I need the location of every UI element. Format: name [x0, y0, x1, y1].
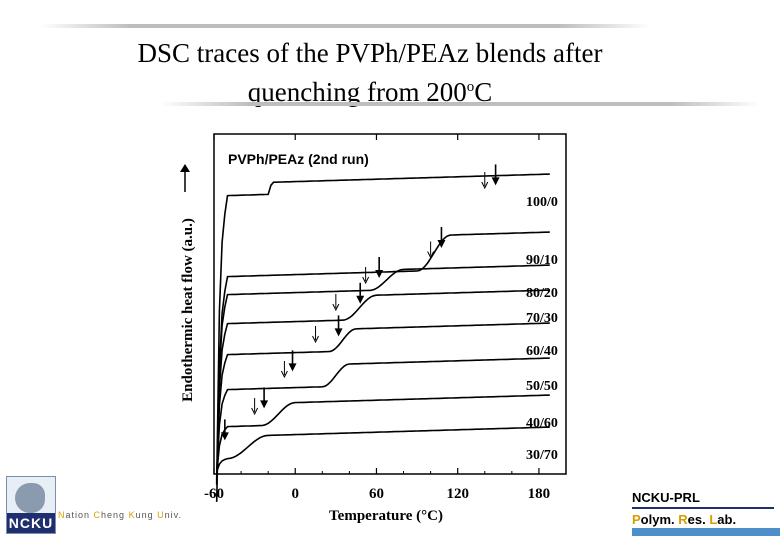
tg-arrow-head: [437, 240, 446, 248]
inner-chart-title: PVPh/PEAz (2nd run): [228, 151, 369, 167]
plot-frame: [213, 133, 567, 475]
title-bottom-rule: [160, 102, 760, 106]
tg-arrow-head: [334, 328, 343, 337]
x-tick-label: 0: [291, 486, 299, 502]
univ-part: ung: [135, 510, 158, 520]
lab-name: NCKU-PRL: [632, 490, 700, 505]
series-label: 80/20: [526, 286, 558, 301]
x-axis-label: Temperature (°C): [329, 508, 443, 524]
curve-60-40: [215, 322, 550, 480]
univ-part: niv.: [164, 510, 182, 520]
series-label: 90/10: [526, 253, 558, 268]
slide-title-line2-post: C: [474, 77, 493, 107]
university-name: Nation Cheng Kung Univ.: [58, 510, 182, 520]
series-label: 70/30: [526, 311, 558, 326]
logo-text: NCKU: [7, 513, 55, 533]
tg-arrow-head: [220, 432, 229, 441]
lab-part: olym.: [640, 512, 679, 527]
onset-arrow-head: [312, 335, 319, 344]
curve-90-10: [215, 231, 550, 502]
onset-arrow-head: [427, 251, 435, 259]
ncku-footer: NCKU Nation Cheng Kung Univ.: [6, 476, 206, 536]
series-label: 40/60: [526, 416, 558, 431]
univ-part: C: [93, 510, 102, 520]
lab-part: ab.: [717, 512, 737, 527]
title-top-rule: [40, 24, 650, 28]
univ-part: heng: [101, 510, 129, 520]
tg-arrow-head: [260, 400, 269, 409]
series-label: 100/0: [526, 195, 558, 210]
tg-arrow-head: [375, 270, 384, 278]
lab-part: L: [709, 512, 718, 527]
series-label: 30/70: [526, 448, 558, 463]
footer-accent-bar: [632, 528, 780, 536]
x-tick-label: 120: [446, 486, 469, 502]
curve-100-0: [215, 173, 550, 482]
curve-30-70: [215, 426, 550, 473]
chart-axes: -60 0 60 120 180 Temperature (°C) Endothermic …: [180, 133, 567, 524]
series-label: 60/40: [526, 344, 558, 359]
onset-arrow-head: [362, 276, 370, 285]
lab-full-name: Polym. Res. Lab.: [632, 512, 736, 527]
x-tick-label: -60: [204, 486, 224, 502]
lab-part: P: [632, 512, 641, 527]
onset-arrow-head: [481, 181, 489, 190]
univ-part: U: [157, 510, 165, 520]
curve-80-20: [215, 264, 550, 484]
slide-title-line1: DSC traces of the PVPh/PEAz blends after: [137, 38, 603, 68]
logo-emblem-icon: [15, 483, 45, 513]
univ-part: ation: [65, 510, 94, 520]
lab-underline: [632, 507, 774, 509]
curve-40-60: [215, 394, 550, 474]
series-label: 50/50: [526, 379, 558, 394]
tg-arrow-head: [356, 295, 365, 304]
x-tick-label: 60: [369, 486, 384, 502]
onset-arrow-head: [251, 407, 259, 416]
y-axis-label: Endothermic heat flow (a.u.): [180, 218, 196, 402]
tg-arrow-head: [288, 363, 297, 372]
x-tick-label: 180: [528, 486, 551, 502]
onset-arrow-head: [332, 303, 340, 312]
onset-arrow-head: [280, 370, 288, 379]
curve-50-50: [215, 357, 550, 477]
y-arrow-head: [180, 164, 190, 172]
slide-title-degree: o: [466, 79, 475, 95]
univ-part: N: [58, 510, 66, 520]
tg-arrow-head: [491, 177, 500, 186]
chart-marks: 100/0 90/10 80/20 70/30 60/40 50/50 40/60 30/70: [220, 164, 558, 463]
lab-part: R: [678, 512, 688, 527]
lab-footer: NCKU-PRL Polym. Res. Lab.: [632, 490, 774, 527]
univ-part: K: [128, 510, 136, 520]
curve-70-30: [215, 289, 550, 485]
chart-curves: [215, 173, 550, 502]
ncku-logo: NCKU: [6, 476, 56, 534]
lab-part: es.: [687, 512, 710, 527]
